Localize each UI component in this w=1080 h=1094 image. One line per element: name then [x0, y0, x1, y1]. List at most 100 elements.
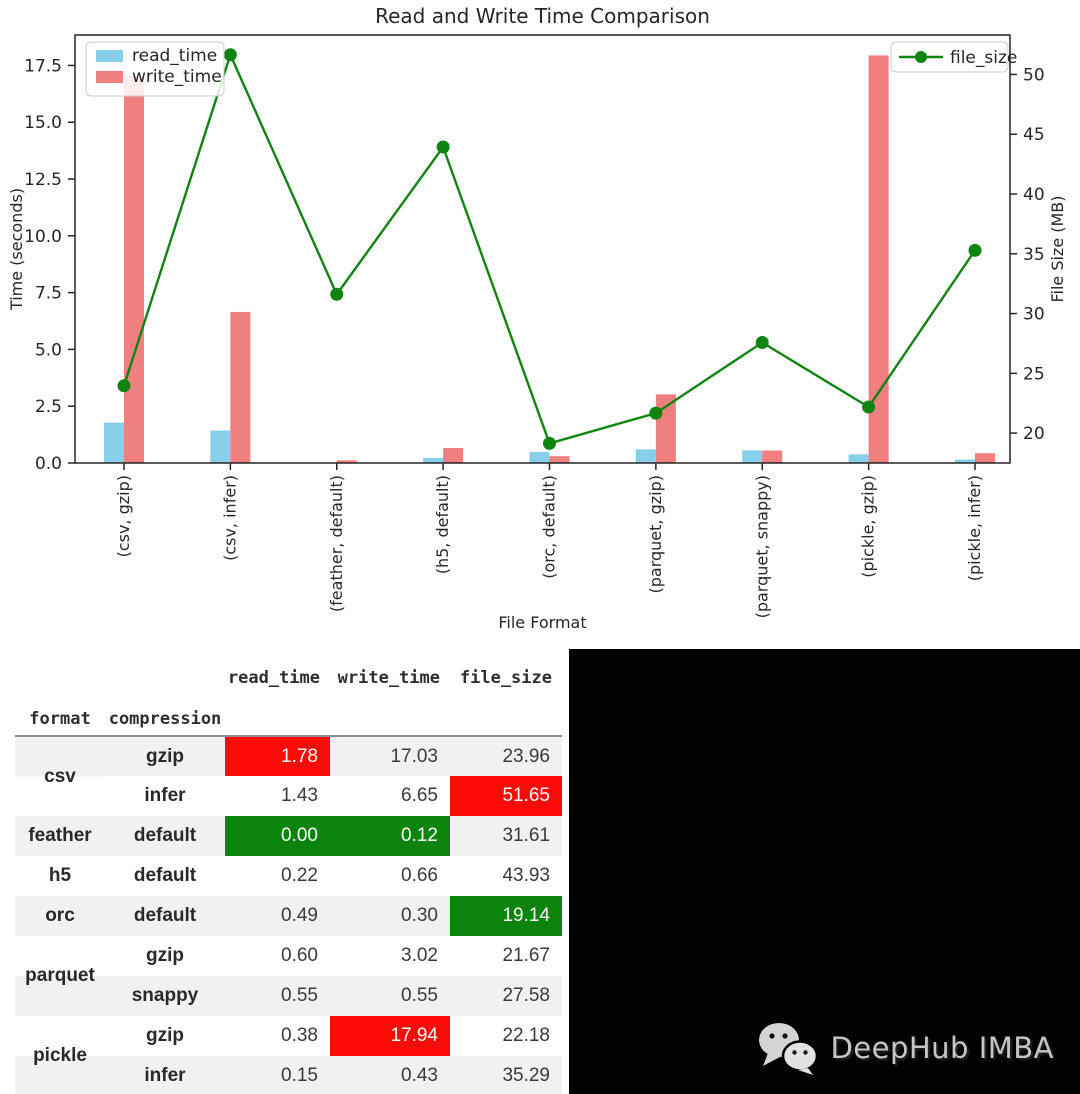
column-header-read-time: read_time: [227, 668, 320, 688]
cell-file_size: 19.14: [450, 896, 562, 936]
cell-file_size: 31.61: [450, 816, 562, 856]
legend-swatch-read_time: [96, 50, 123, 62]
legend-swatch-write_time: [96, 71, 123, 83]
row-compression: gzip: [105, 736, 225, 776]
table-row: csv gzip 1.78 17.03 23.96: [15, 736, 562, 816]
x-axis-label: File Format: [498, 613, 586, 632]
bar-read_time-6: [742, 450, 763, 463]
wechat-icon: [759, 1023, 819, 1075]
blank-header: [15, 654, 105, 702]
chart-svg: 0.0 2.5 5.0 7.5 10.0 12.5 15.0 17.5 20 25 30 35 40 45…: [7, 4, 1067, 632]
marker-file_size-5: [649, 406, 663, 420]
y-axis-label-right: File Size (MB): [1048, 195, 1067, 302]
cell-read_time: 0.60: [225, 936, 330, 976]
row-format-csv: csv: [15, 736, 105, 816]
cell-read_time: 0.49: [225, 896, 330, 936]
cell-file_size: 35.29: [450, 1056, 562, 1094]
legend-label-read_time: read_time: [132, 46, 217, 66]
right-tick-label: 40: [1023, 185, 1045, 205]
right-tick-label: 50: [1023, 65, 1045, 85]
row-compression: default: [105, 896, 225, 936]
cell-read_time: 1.78: [225, 736, 330, 776]
bar-write_time-8: [975, 453, 995, 463]
cell-read_time: 0.00: [225, 816, 330, 856]
row-format-orc: orc: [15, 896, 105, 936]
marker-file_size-1: [223, 48, 237, 62]
cell-file_size: 51.65: [450, 776, 562, 816]
x-tick-label: (pickle, gzip): [859, 475, 878, 578]
marker-file_size-2: [330, 287, 344, 301]
bar-write_time-1: [230, 311, 251, 463]
cell-write_time: 0.12: [330, 816, 450, 856]
index-header-compression: compression: [105, 702, 225, 737]
marker-file_size-0: [117, 379, 131, 393]
row-format-h5: h5: [15, 856, 105, 896]
left-tick-label: 17.5: [24, 56, 62, 76]
table-row: snappy 0.55 0.55 27.58: [15, 976, 562, 1016]
marker-file_size-3: [436, 140, 450, 154]
cell-write_time: 3.02: [330, 936, 450, 976]
left-tick-label: 15.0: [24, 113, 62, 133]
row-compression: infer: [105, 776, 225, 816]
bar-write_time-5: [655, 394, 676, 463]
column-header-write-time: write_time: [337, 668, 440, 688]
cell-write_time: 17.03: [330, 736, 450, 776]
cell-write_time: 17.94: [330, 1016, 450, 1056]
row-compression: infer: [105, 1056, 225, 1094]
table-row: h5 default 0.22 0.66 43.93: [15, 856, 562, 896]
plot-frame: [74, 34, 1011, 464]
table-row: parquet gzip 0.60 3.02 21.67: [15, 936, 562, 1016]
index-header-format: format: [15, 702, 105, 737]
bar-write_time-6: [762, 450, 783, 463]
right-tick-label: 20: [1023, 424, 1045, 444]
row-format-feather: feather: [15, 816, 105, 856]
table-row: feather default 0.00 0.12 31.61: [15, 816, 562, 856]
cell-read_time: 1.43: [225, 776, 330, 816]
bar-read_time-5: [635, 449, 656, 463]
x-tick-label: (parquet, gzip): [646, 475, 665, 593]
cell-file_size: 21.67: [450, 936, 562, 976]
cell-file_size: 22.18: [450, 1016, 562, 1056]
row-format-pickle: pickle: [15, 1016, 105, 1094]
chart-title: Read and Write Time Comparison: [375, 4, 710, 28]
table-row: infer 1.43 6.65 51.65: [15, 776, 562, 816]
cell-read_time: 0.15: [225, 1056, 330, 1094]
x-tick-label: (h5, default): [433, 475, 452, 574]
y-axis-label-left: Time (seconds): [7, 188, 26, 311]
row-format-parquet: parquet: [15, 936, 105, 1016]
cell-read_time: 0.38: [225, 1016, 330, 1056]
marker-file_size-7: [862, 400, 876, 414]
x-tick-label: (csv, infer): [220, 475, 239, 561]
bar-write_time-4: [549, 456, 570, 463]
x-tick-label: (csv, gzip): [114, 475, 133, 557]
table-row: orc default 0.49 0.30 19.14: [15, 896, 562, 936]
row-compression: default: [105, 816, 225, 856]
watermark: DeepHub IMBA: [756, 1021, 1054, 1075]
index-header-row: format compression: [15, 702, 562, 737]
bar-read_time-4: [529, 451, 550, 463]
left-tick-label: 12.5: [24, 170, 62, 190]
cell-file_size: 23.96: [450, 736, 562, 776]
left-tick-label: 0.0: [35, 454, 62, 474]
legend-label-file-size: file_size: [950, 48, 1017, 68]
dataframe-table: read_time write_time file_size format co…: [0, 650, 569, 1094]
cell-write_time: 0.30: [330, 896, 450, 936]
cell-write_time: 6.65: [330, 776, 450, 816]
column-header-row: read_time write_time file_size: [15, 654, 562, 702]
cell-write_time: 0.66: [330, 856, 450, 896]
bar-read_time-8: [955, 459, 975, 463]
right-tick-label: 25: [1023, 364, 1045, 384]
bar-read_time-1: [210, 430, 231, 463]
legend-marker: [915, 51, 927, 63]
blank-header: [105, 654, 225, 702]
styled-dataframe: read_time write_time file_size format co…: [15, 654, 562, 1094]
cell-file_size: 27.58: [450, 976, 562, 1016]
line-file_size: [122, 51, 976, 445]
chart: 0.0 2.5 5.0 7.5 10.0 12.5 15.0 17.5 20 25 30 35 40 45…: [7, 4, 1067, 632]
left-tick-label: 7.5: [35, 284, 62, 304]
row-compression: gzip: [105, 1016, 225, 1056]
blank-header: [330, 702, 450, 737]
legend-label-write_time: write_time: [132, 67, 222, 87]
cell-write_time: 0.55: [330, 976, 450, 1016]
